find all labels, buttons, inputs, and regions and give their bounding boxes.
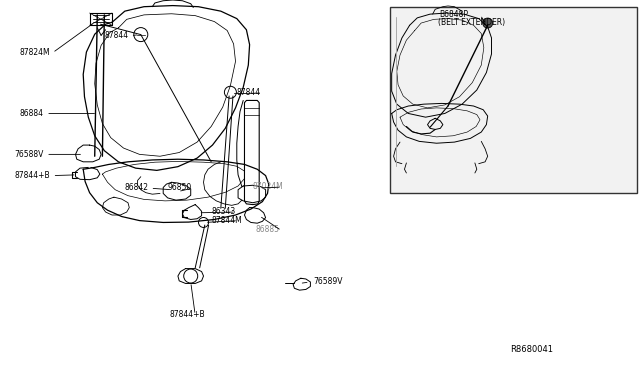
Text: (BELT EXTENDER): (BELT EXTENDER) xyxy=(438,18,505,27)
Text: 87844: 87844 xyxy=(104,31,129,40)
Bar xyxy=(390,7,637,193)
Text: 86884: 86884 xyxy=(19,109,44,118)
Text: 86343: 86343 xyxy=(211,207,236,216)
Text: R8680041: R8680041 xyxy=(510,345,553,354)
Text: 87844+B: 87844+B xyxy=(14,171,50,180)
Text: 76589V: 76589V xyxy=(314,278,343,286)
Circle shape xyxy=(483,18,493,28)
Text: 76588V: 76588V xyxy=(14,150,44,159)
Text: 96850: 96850 xyxy=(168,183,192,192)
Text: 87024M: 87024M xyxy=(253,182,284,191)
Text: B6848P: B6848P xyxy=(439,10,468,19)
Text: 87844M: 87844M xyxy=(211,216,242,225)
Text: 86842: 86842 xyxy=(125,183,149,192)
Text: 87844: 87844 xyxy=(237,88,261,97)
Text: 87824M: 87824M xyxy=(19,48,50,57)
Text: 87844+B: 87844+B xyxy=(170,310,205,319)
Text: 86885: 86885 xyxy=(256,225,280,234)
